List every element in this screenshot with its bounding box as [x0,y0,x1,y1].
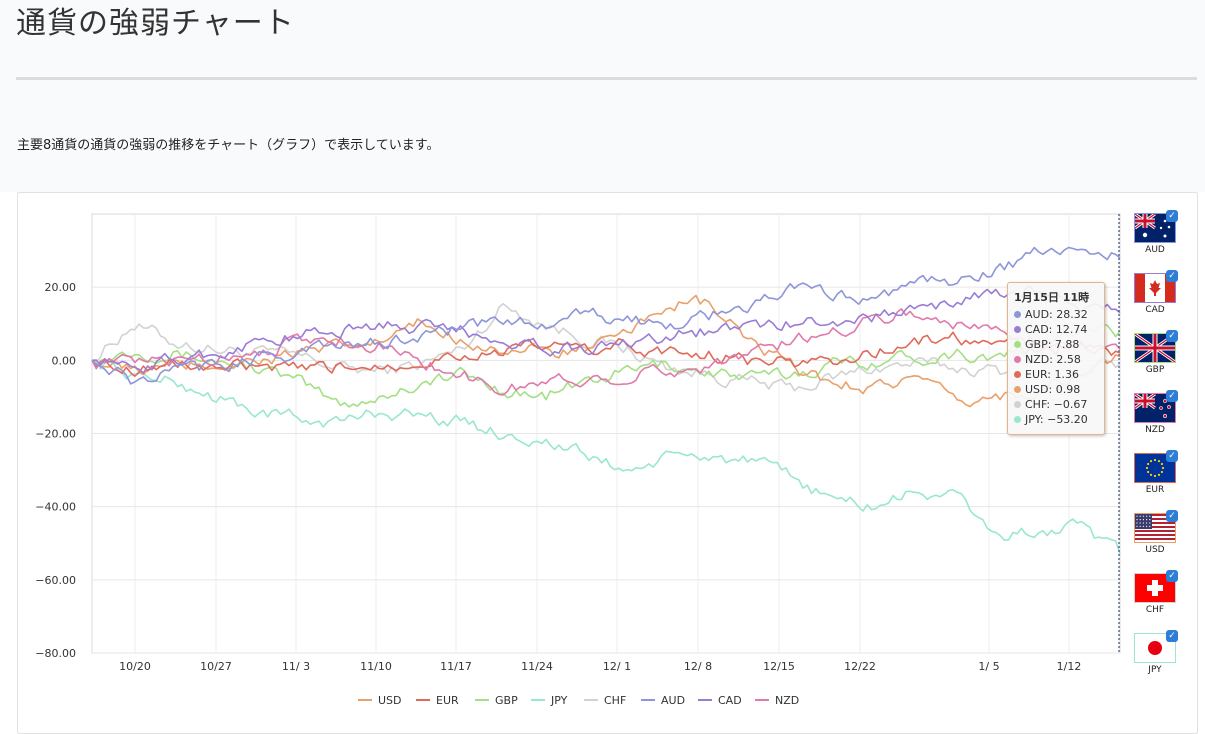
page-description: 主要8通貨の通貨の強弱の推移をチャート（グラフ）で表示しています。 [17,138,440,153]
tooltip-row: USD: 0.98 [1014,382,1098,397]
tooltip-row-text: CAD: 12.74 [1025,323,1088,336]
y-tick-label: 0.00 [52,354,77,367]
flag-label: NZD [1145,425,1165,435]
series-dot-icon [1014,355,1021,363]
tooltip-title: 1月15日 11時 [1014,291,1090,304]
series-line-eur [91,331,1121,378]
checkmark-icon: ✓ [1166,630,1178,642]
tooltip-row-text: USD: 0.98 [1025,383,1081,396]
checkmark-icon: ✓ [1166,330,1178,342]
tooltip-row-text: AUD: 28.32 [1025,308,1088,321]
series-dot-icon [1014,370,1021,378]
x-tick-label: 12/ 1 [603,660,631,673]
flag-label: EUR [1145,485,1165,495]
checkmark-icon: ✓ [1166,390,1178,402]
legend-label-usd[interactable]: USD [378,694,402,707]
tooltip-row: GBP: 7.88 [1014,337,1098,352]
tooltip-row-text: JPY: −53.20 [1025,413,1088,426]
series-dot-icon [1014,325,1021,333]
series-line-gbp [91,323,1121,408]
tooltip-row: JPY: −53.20 [1014,412,1098,427]
chf-flag-icon [1134,573,1176,603]
legend-label-jpy[interactable]: JPY [550,694,568,707]
series-line-chf [91,302,1121,392]
y-tick-label: 20.00 [45,281,77,294]
flag-label: AUD [1145,245,1165,255]
series-line-jpy [91,359,1121,555]
y-tick-label: −60.00 [35,574,76,587]
flag-toggle-jpy[interactable]: ✓ JPY [1134,630,1178,683]
series-dot-icon [1014,385,1021,393]
x-tick-label: 10/20 [119,660,151,673]
x-tick-label: 1/12 [1057,660,1082,673]
flag-label: JPY [1148,665,1162,675]
x-tick-label: 11/10 [360,660,392,673]
page-title: 通貨の強弱チャート [16,6,295,41]
chart-legend: USD EUR GBP JPY CHF AUD CAD NZD [358,694,799,707]
y-tick-label: −80.00 [35,647,76,660]
tooltip-row: AUD: 28.32 [1014,307,1098,322]
tooltip-row-text: GBP: 7.88 [1025,338,1080,351]
checkmark-icon: ✓ [1166,450,1178,462]
flag-label: USD [1145,545,1165,555]
checkmark-icon: ✓ [1166,270,1178,282]
legend-label-eur[interactable]: EUR [436,694,459,707]
tooltip-row-text: CHF: −0.67 [1025,398,1088,411]
flag-toggle-gbp[interactable]: ✓ GBP [1134,330,1178,383]
flag-label: GBP [1145,365,1165,375]
x-tick-label: 11/ 3 [282,660,310,673]
flag-toggle-aud[interactable]: ✓ AUD [1134,210,1178,263]
flag-toggle-cad[interactable]: ✓ CAD [1134,270,1178,323]
checkmark-icon: ✓ [1166,570,1178,582]
chart-series [91,246,1121,555]
flag-toggle-eur[interactable]: ✓ EUR [1134,450,1178,503]
title-divider [16,77,1197,80]
legend-label-chf[interactable]: CHF [604,694,626,707]
tooltip-row: CHF: −0.67 [1014,397,1098,412]
chart-axes: 20.00 0.00 −20.00 −40.00 −60.00 −80.00 10/20 10… [35,214,1120,673]
series-dot-icon [1014,415,1021,423]
nzd-flag-icon [1134,393,1176,423]
tooltip-row-text: NZD: 2.58 [1025,353,1081,366]
flag-toggle-nzd[interactable]: ✓ NZD [1134,390,1178,443]
x-tick-label: 10/27 [200,660,232,673]
checkmark-icon: ✓ [1166,210,1178,222]
legend-label-cad[interactable]: CAD [718,694,742,707]
flag-toggle-usd[interactable]: ✓ USD [1134,510,1178,563]
legend-label-aud[interactable]: AUD [661,694,685,707]
tooltip-row: EUR: 1.36 [1014,367,1098,382]
tooltip-row: NZD: 2.58 [1014,352,1098,367]
header-band [0,0,1205,192]
usd-flag-icon [1134,513,1176,543]
flag-label: CHF [1145,605,1165,615]
legend-label-gbp[interactable]: GBP [495,694,518,707]
tooltip-row-text: EUR: 1.36 [1025,368,1080,381]
x-tick-label: 12/ 8 [684,660,712,673]
x-tick-label: 12/15 [763,660,795,673]
x-tick-label: 12/22 [844,660,876,673]
chart-tooltip: 1月15日 11時 AUD: 28.32 CAD: 12.74 GBP: 7.88 N… [1007,282,1105,435]
jpy-flag-icon [1134,633,1176,663]
x-tick-label: 11/24 [521,660,553,673]
legend-label-nzd[interactable]: NZD [775,694,799,707]
series-line-nzd [91,308,1121,396]
flag-toggle-chf[interactable]: ✓ CHF [1134,570,1178,623]
x-tick-label: 11/17 [440,660,472,673]
checkmark-icon: ✓ [1166,510,1178,522]
series-line-cad [91,285,1121,374]
x-tick-label: 1/ 5 [978,660,999,673]
series-line-aud [91,246,1121,385]
chart-grid [91,213,1121,654]
y-tick-label: −40.00 [35,501,76,514]
tooltip-row: CAD: 12.74 [1014,322,1098,337]
y-tick-label: −20.00 [35,428,76,441]
series-line-usd [91,294,1121,408]
series-dot-icon [1014,310,1021,318]
flag-label: CAD [1145,305,1165,315]
series-dot-icon [1014,340,1021,348]
series-dot-icon [1014,400,1021,408]
